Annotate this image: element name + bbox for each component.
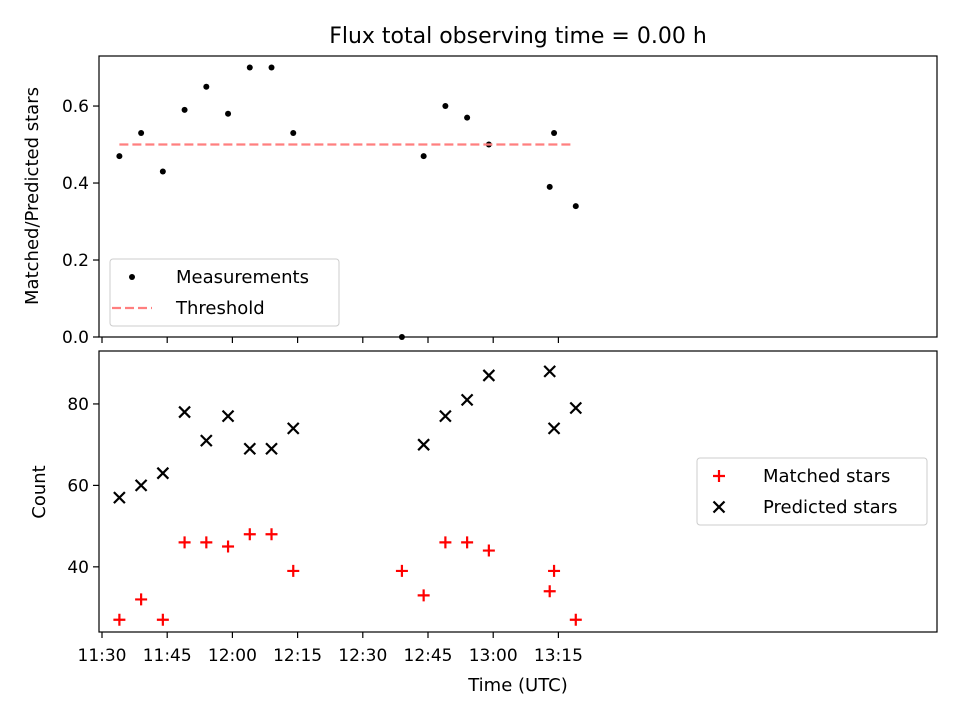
x-tick-label: 13:00	[469, 646, 518, 666]
count-panel: 40 60 80 11:30 11:45 12:00 12:15 12:30 12:45 13:…	[29, 350, 938, 696]
predicted-star-point	[221, 409, 235, 423]
measurement-point	[442, 103, 449, 110]
matched-star-point	[543, 585, 556, 598]
predicted-star-point	[569, 401, 583, 415]
x-tick-label: 12:30	[338, 646, 387, 666]
count-x-axis: 11:30 11:45 12:00 12:15 12:30 12:45 13:00 13:15	[78, 632, 583, 666]
y-tick-label: 0.4	[62, 174, 89, 194]
predicted-star-point	[439, 409, 452, 423]
x-tick-label: 13:15	[534, 646, 583, 666]
measurement-point	[546, 183, 553, 190]
count-y-label: Count	[29, 465, 50, 518]
legend-marker	[129, 274, 135, 280]
measurement-point	[246, 64, 253, 71]
matched-star-point	[439, 536, 452, 549]
matched-star-point	[287, 564, 300, 577]
measurement-point	[572, 203, 579, 210]
predicted-star-point	[460, 393, 474, 407]
predicted-star-point	[243, 442, 257, 456]
predicted-star-point	[134, 479, 148, 492]
measurement-point	[290, 129, 297, 136]
y-tick-label: 0.2	[62, 251, 89, 271]
predicted-star-point	[417, 438, 430, 451]
matched-star-point	[569, 613, 582, 626]
matched-star-point	[243, 528, 256, 541]
x-tick-label: 12:15	[273, 646, 322, 666]
y-tick-label: 40	[67, 558, 89, 578]
ratio-legend: Measurements Threshold	[109, 258, 340, 327]
count-x-label: Time (UTC)	[467, 675, 568, 696]
measurement-point	[159, 168, 166, 175]
ratio-marks	[116, 64, 579, 340]
matched-star-point	[417, 589, 430, 602]
legend-box	[109, 258, 340, 327]
measurement-point	[225, 110, 232, 117]
count-legend: Matched stars Predicted stars	[696, 457, 928, 526]
matched-star-point	[156, 613, 169, 626]
predicted-star-point	[156, 466, 170, 480]
measurement-point	[116, 153, 123, 160]
matched-star-point	[135, 593, 148, 606]
legend-label: Threshold	[175, 298, 265, 319]
x-tick-label: 11:30	[78, 646, 127, 666]
measurement-point	[398, 334, 405, 340]
legend-box	[696, 457, 928, 526]
measurement-point	[203, 83, 210, 90]
predicted-star-point	[482, 369, 496, 382]
measurement-point	[268, 64, 275, 71]
predicted-star-point	[113, 491, 126, 504]
legend-label: Measurements	[176, 267, 309, 288]
count-y-axis: 40 60 80	[67, 395, 99, 578]
measurement-point	[464, 114, 471, 121]
predicted-star-point	[178, 405, 191, 419]
chart-title: Flux total observing time = 0.00 h	[329, 24, 707, 49]
legend-marker	[713, 470, 725, 482]
y-tick-label: 0.0	[62, 328, 89, 348]
ratio-x-axis	[101, 337, 560, 343]
measurement-point	[138, 129, 145, 136]
y-tick-label: 0.6	[62, 97, 89, 117]
predicted-star-point	[200, 434, 213, 447]
predicted-star-point	[286, 422, 300, 435]
legend-label: Predicted stars	[763, 497, 897, 518]
predicted-star-point	[265, 442, 278, 456]
count-marks	[113, 365, 583, 626]
matched-star-point	[395, 564, 408, 577]
measurement-point	[420, 153, 427, 160]
y-tick-label: 80	[67, 395, 89, 415]
measurement-point	[551, 129, 558, 136]
matched-star-point	[482, 544, 495, 557]
predicted-star-point	[543, 365, 556, 378]
matched-star-point	[113, 613, 126, 626]
x-tick-label: 12:00	[208, 646, 257, 666]
ratio-y-axis: 0.0 0.2 0.4 0.6	[62, 97, 99, 348]
matched-star-point	[200, 536, 213, 549]
matched-star-point	[461, 536, 474, 549]
matched-star-point	[178, 536, 191, 549]
ratio-y-label: Matched/Predicted stars	[22, 87, 43, 305]
y-tick-label: 60	[67, 476, 89, 496]
x-tick-label: 11:45	[143, 646, 192, 666]
predicted-star-point	[547, 422, 561, 435]
x-tick-label: 12:45	[404, 646, 453, 666]
measurement-point	[181, 106, 188, 113]
matched-star-point	[548, 564, 561, 577]
legend-marker	[712, 500, 726, 514]
matched-star-point	[222, 540, 235, 553]
matched-star-point	[265, 528, 278, 541]
legend-label: Matched stars	[763, 466, 890, 487]
ratio-panel: 0.0 0.2 0.4 0.6 Matched/Predicted stars Mea…	[22, 55, 938, 348]
